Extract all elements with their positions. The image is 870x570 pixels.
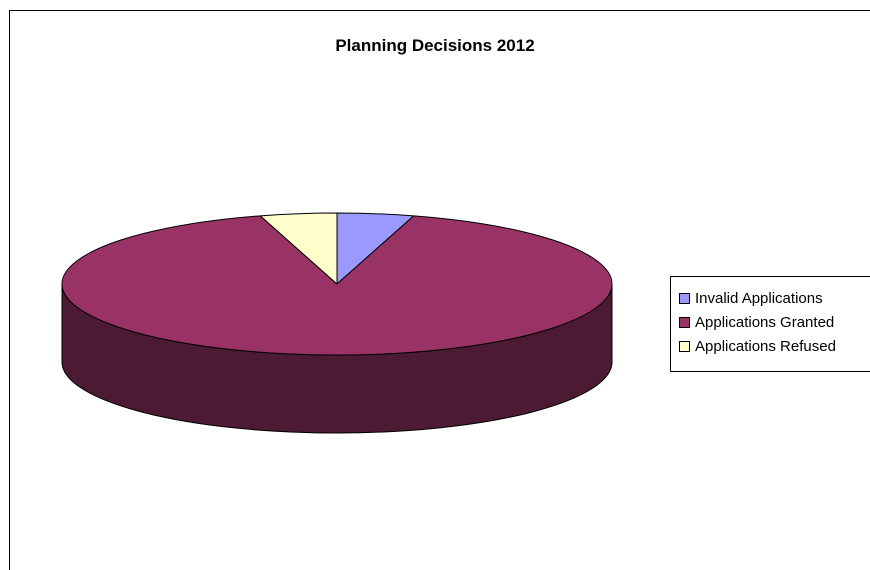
legend-label-refused: Applications Refused (695, 337, 836, 355)
legend-item-granted: Applications Granted (671, 310, 870, 334)
legend-swatch-invalid (679, 292, 690, 304)
legend-item-invalid: Invalid Applications (671, 286, 870, 310)
legend-label-invalid: Invalid Applications (695, 289, 823, 307)
chart-title: Planning Decisions 2012 (335, 36, 535, 55)
legend-swatch-refused (679, 340, 690, 352)
slice-refused (259, 212, 338, 285)
legend-label-granted: Applications Granted (695, 313, 835, 331)
slice-granted (61, 215, 613, 356)
legend: Invalid Applications Applications Grante… (670, 276, 870, 372)
legend-swatch-granted (679, 316, 690, 328)
legend-item-refused: Applications Refused (671, 334, 870, 358)
chart-area (9, 10, 870, 570)
